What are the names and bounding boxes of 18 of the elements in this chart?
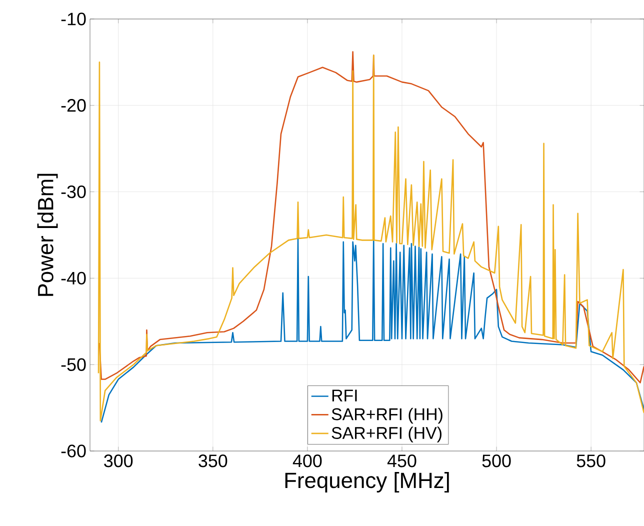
line-series	[100, 238, 644, 424]
y-tick-label: -60	[61, 444, 86, 458]
x-tick-label: 400	[292, 454, 322, 468]
y-tick-label: -30	[61, 185, 86, 198]
y-tick-label: -20	[61, 99, 86, 112]
y-tick-label: -10	[61, 12, 86, 26]
x-tick-label: 300	[104, 454, 133, 468]
x-tick-label: 500	[482, 454, 511, 468]
y-tick-label: -40	[61, 272, 86, 285]
y-axis-title: Power [dBm]	[37, 174, 58, 296]
legend-label: RFI	[332, 390, 357, 402]
x-tick-label: 550	[576, 454, 606, 468]
legend-label: SAR+RFI (HH)	[332, 408, 442, 424]
y-tick-label: -50	[61, 358, 86, 371]
x-tick-label: 450	[387, 454, 416, 468]
x-axis-title: Frequency [MHz]	[285, 472, 449, 492]
x-tick-label: 350	[198, 454, 228, 468]
legend-label: SAR+RFI (HV)	[332, 426, 442, 442]
